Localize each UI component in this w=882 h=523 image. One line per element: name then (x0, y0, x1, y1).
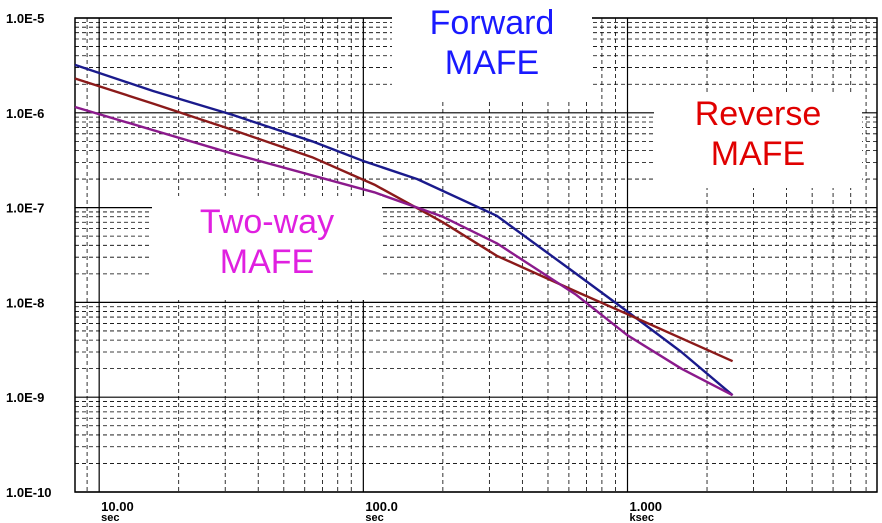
series-lines (74, 63, 734, 397)
y-tick-label: 1.0E-6 (6, 106, 44, 121)
y-axis-tick-labels: 1.0E-5 1.0E-6 1.0E-7 1.0E-8 1.0E-9 1.0E-10 (6, 11, 52, 500)
reverse-mafe-annotation: Reverse MAFE (654, 94, 862, 188)
y-tick-label: 1.0E-8 (6, 295, 44, 310)
y-tick-label: 1.0E-10 (6, 485, 52, 500)
x-tick-label: 1.000 (630, 499, 663, 514)
series-line-forward-mafe (74, 63, 734, 397)
x-tick-unit: sec (101, 512, 119, 523)
x-tick-unit: ksec (630, 512, 654, 523)
reverse-annotation-line1: Reverse (694, 95, 822, 133)
forward-mafe-annotation: Forward MAFE (392, 3, 592, 99)
x-tick-label: 100.0 (365, 499, 398, 514)
y-tick-label: 1.0E-7 (6, 201, 44, 216)
y-tick-label: 1.0E-5 (6, 11, 44, 26)
reverse-annotation-line2: MAFE (710, 135, 806, 173)
forward-annotation-line1: Forward (429, 4, 555, 42)
x-tick-unit: sec (365, 512, 383, 523)
two-way-mafe-annotation: Two-way MAFE (152, 196, 382, 300)
two-way-annotation-line2: MAFE (219, 243, 315, 281)
x-tick-label: 10.00 (101, 499, 134, 514)
grid (74, 17, 878, 493)
series-line-two-way-mafe (74, 105, 734, 397)
forward-annotation-line2: MAFE (444, 44, 540, 82)
y-tick-label: 1.0E-9 (6, 390, 44, 405)
two-way-annotation-line1: Two-way (199, 203, 335, 241)
